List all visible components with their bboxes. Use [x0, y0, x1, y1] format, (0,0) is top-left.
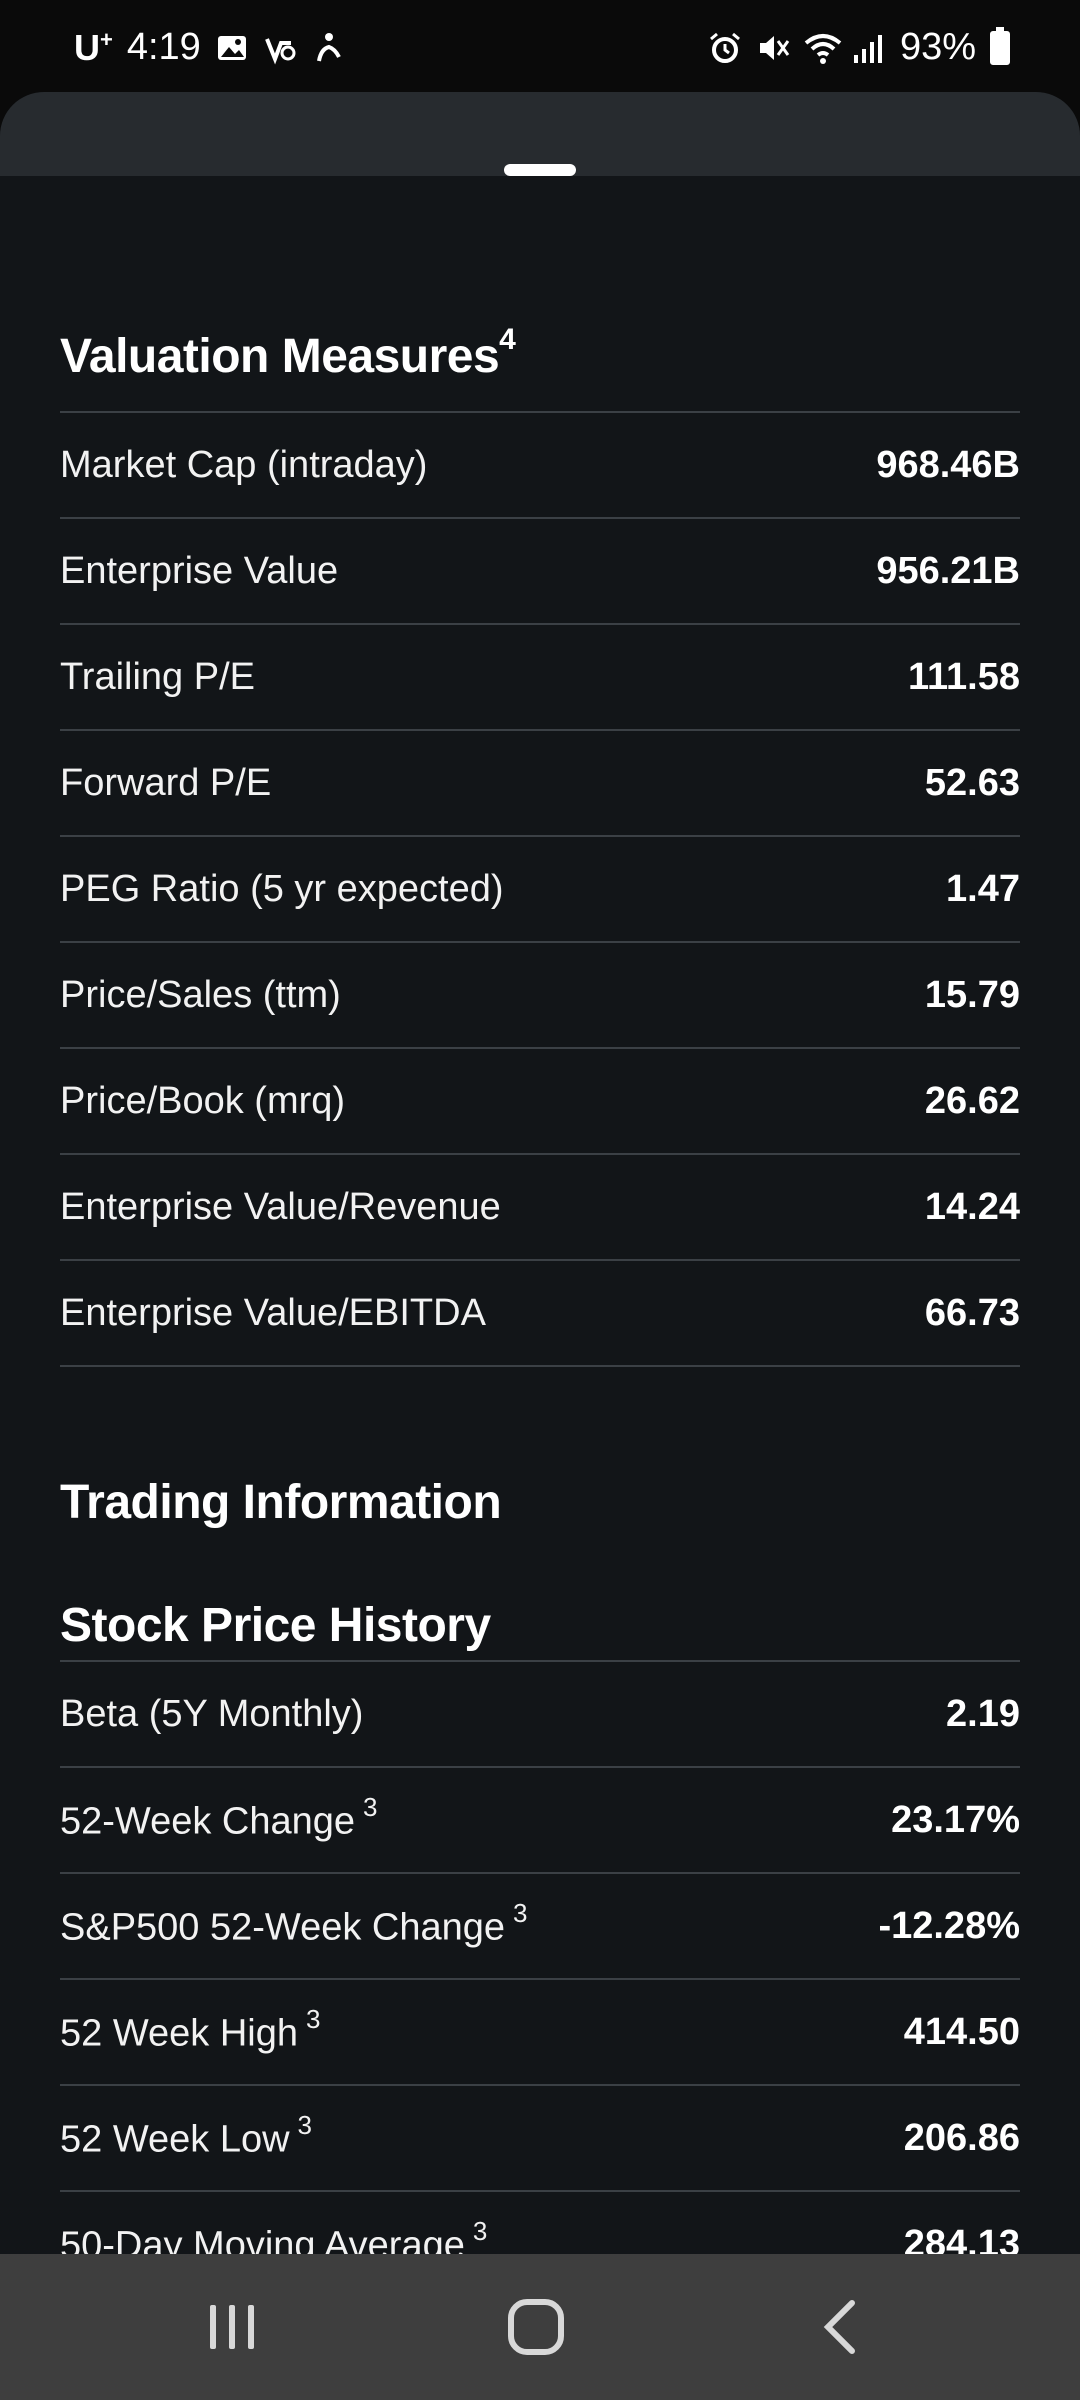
- stat-label: Enterprise Value: [60, 549, 339, 592]
- stat-row: Enterprise Value 956.21B: [60, 517, 1020, 623]
- stat-value: 1.47: [946, 867, 1020, 910]
- valuation-title: Valuation Measures4: [60, 323, 516, 383]
- stat-value: 2.19: [946, 1692, 1020, 1735]
- battery-percent: 93%: [899, 26, 976, 68]
- stat-label: Trailing P/E: [60, 655, 255, 698]
- recent-apps-icon: [210, 2305, 254, 2349]
- stat-row: Trailing P/E 111.58: [60, 623, 1020, 729]
- stat-label: 52 Week Low 3: [60, 2110, 313, 2161]
- stat-value: 14.24: [924, 1185, 1020, 1228]
- sheet-header[interactable]: [0, 92, 1080, 176]
- home-button[interactable]: [436, 2254, 636, 2400]
- status-left: U+ 4:19: [74, 26, 345, 69]
- stat-row: Price/Sales (ttm) 15.79: [60, 941, 1020, 1047]
- mute-icon: [756, 31, 790, 65]
- stat-row: PEG Ratio (5 yr expected) 1.47: [60, 835, 1020, 941]
- valuation-table: Market Cap (intraday) 968.46B Enterprise V…: [60, 411, 1020, 1367]
- trading-title: Trading Information: [60, 1476, 502, 1529]
- footnote-marker: 3: [297, 2110, 313, 2141]
- stat-row: Beta (5Y Monthly) 2.19: [60, 1660, 1020, 1766]
- stat-value: 23.17%: [891, 1798, 1020, 1841]
- status-bar: U+ 4:19 93%: [0, 0, 1080, 92]
- stat-value: 284.13: [903, 2222, 1020, 2255]
- stat-row: Forward P/E 52.63: [60, 729, 1020, 835]
- stat-value: 15.79: [924, 973, 1020, 1016]
- stat-row: Price/Book (mrq) 26.62: [60, 1047, 1020, 1153]
- clock: 4:19: [126, 26, 201, 68]
- stat-label: Enterprise Value/Revenue: [60, 1185, 501, 1228]
- alarm-icon: [708, 31, 742, 65]
- stat-row: 50-Day Moving Average 3 284.13: [60, 2190, 1020, 2254]
- stat-value: 52.63: [924, 761, 1020, 804]
- quote-statistics-sheet: Valuation Measures4 Market Cap (intraday…: [0, 92, 1080, 2254]
- gallery-icon: [215, 31, 249, 65]
- system-nav-bar: [0, 2254, 1080, 2400]
- footnote-marker: 3: [363, 1792, 378, 1823]
- stock-price-history-table: Beta (5Y Monthly) 2.19 52-Week Change 3 23.1…: [60, 1660, 1020, 2254]
- stat-row: S&P500 52-Week Change 3 -12.28%: [60, 1872, 1020, 1978]
- stat-value: -12.28%: [878, 1904, 1020, 1947]
- stat-value: 66.73: [924, 1291, 1020, 1334]
- vpn-key-icon: [263, 31, 297, 65]
- stat-value: 111.58: [907, 655, 1020, 698]
- footnote-marker: 3: [513, 1898, 528, 1929]
- stat-label: 50-Day Moving Average 3: [60, 2216, 488, 2254]
- home-icon: [508, 2299, 564, 2355]
- stat-label: 52 Week High 3: [60, 2004, 321, 2055]
- stat-label: Forward P/E: [60, 761, 272, 804]
- back-icon: [823, 2300, 855, 2354]
- stat-row: 52-Week Change 3 23.17%: [60, 1766, 1020, 1872]
- status-right: 93%: [708, 26, 1010, 69]
- stat-label: PEG Ratio (5 yr expected): [60, 867, 504, 910]
- stat-value: 206.86: [903, 2116, 1020, 2159]
- stat-label: Market Cap (intraday): [60, 443, 428, 486]
- battery-icon: [990, 26, 1010, 65]
- recent-apps-button[interactable]: [132, 2254, 332, 2400]
- stat-row: Enterprise Value/EBITDA 66.73: [60, 1259, 1020, 1367]
- stat-label: Beta (5Y Monthly): [60, 1692, 364, 1735]
- stat-label: 52-Week Change 3: [60, 1792, 378, 1843]
- stat-row: Enterprise Value/Revenue 14.24: [60, 1153, 1020, 1259]
- stat-value: 414.50: [903, 2010, 1020, 2053]
- stat-label: Price/Sales (ttm): [60, 973, 341, 1016]
- stat-value: 968.46B: [876, 443, 1020, 486]
- drag-handle[interactable]: [504, 164, 576, 176]
- stat-value: 956.21B: [876, 549, 1020, 592]
- accessibility-icon: [311, 31, 345, 65]
- back-button[interactable]: [740, 2254, 940, 2400]
- stat-row: Market Cap (intraday) 968.46B: [60, 411, 1020, 517]
- footnote-marker: 3: [305, 2004, 321, 2035]
- stat-label: S&P500 52-Week Change 3: [60, 1898, 528, 1949]
- signal-icon: [852, 31, 886, 65]
- stat-row: 52 Week High 3 414.50: [60, 1978, 1020, 2084]
- stat-row: 52 Week Low 3 206.86: [60, 2084, 1020, 2190]
- stat-label: Price/Book (mrq): [60, 1079, 346, 1122]
- wifi-icon: [804, 31, 842, 65]
- carrier-label: U+: [74, 26, 113, 68]
- footnote-marker: 3: [472, 2216, 488, 2247]
- stat-value: 26.62: [924, 1079, 1020, 1122]
- stock-price-history-title: Stock Price History: [60, 1599, 491, 1652]
- stat-label: Enterprise Value/EBITDA: [60, 1291, 486, 1334]
